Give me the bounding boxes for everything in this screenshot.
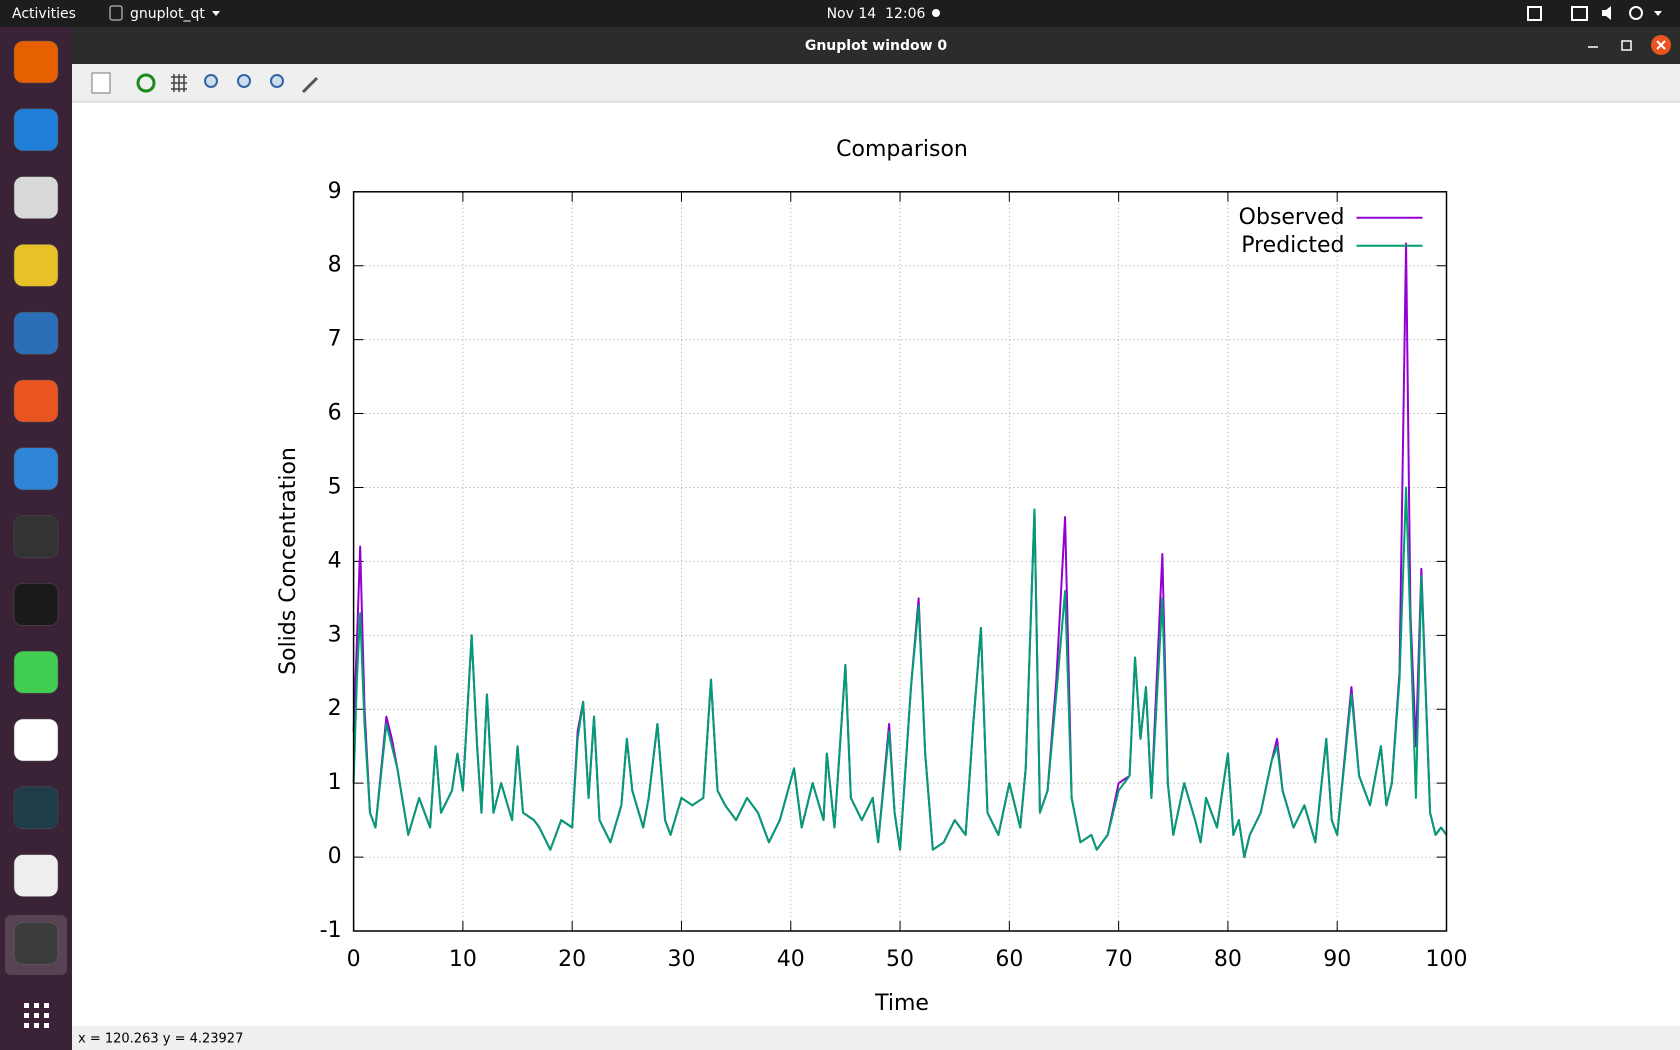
- network-icon[interactable]: [1571, 6, 1588, 21]
- settings-icon: [301, 76, 319, 94]
- y-tick-label: 8: [328, 253, 342, 278]
- zoom-icon: [237, 74, 251, 88]
- show-apps-button[interactable]: [14, 996, 58, 1036]
- y-tick-label: 3: [328, 622, 342, 647]
- toolbar-button[interactable]: [237, 74, 251, 88]
- show-apps-dot: [34, 1013, 39, 1018]
- toolbar-buttons: [91, 72, 319, 94]
- series-line: [352, 486, 1448, 859]
- app-icon: [109, 5, 123, 21]
- x-tick-label: 80: [1214, 947, 1242, 972]
- x-tick-label: 20: [558, 947, 586, 972]
- zoom-icon: [204, 74, 218, 88]
- close-icon: [1656, 40, 1666, 50]
- dock-app-icon[interactable]: [13, 40, 59, 84]
- plot-border: [352, 191, 1448, 932]
- dock-app-icon[interactable]: [13, 786, 59, 830]
- x-axis-label: Time: [874, 991, 929, 1016]
- toolbar: [72, 64, 1680, 102]
- show-apps-dot: [24, 1023, 29, 1028]
- x-tick-label: 100: [1426, 947, 1468, 972]
- dock-app-icon[interactable]: [13, 515, 59, 558]
- y-tick-label: -1: [320, 918, 342, 943]
- toolbar-button[interactable]: [301, 76, 319, 94]
- y-tick-label: 5: [328, 474, 342, 499]
- status-bar: [72, 1026, 1680, 1050]
- y-tick-label: 9: [328, 179, 342, 204]
- clock[interactable]: Nov 14 12:06: [827, 6, 926, 22]
- top-bar: [0, 0, 1680, 27]
- y-tick-label: 7: [328, 327, 342, 352]
- volume-icon[interactable]: [1602, 6, 1611, 20]
- zoom-icon: [270, 74, 284, 88]
- toolbar-button[interactable]: [171, 74, 187, 92]
- dock-active-highlight: [5, 915, 67, 975]
- dock-app-icon[interactable]: [13, 311, 59, 355]
- toolbar-button[interactable]: [270, 74, 284, 88]
- x-tick-label: 90: [1323, 947, 1351, 972]
- window-title: Gnuplot window 0: [805, 38, 948, 54]
- chart-title: Comparison: [836, 137, 968, 162]
- show-apps-dot: [34, 1023, 39, 1028]
- x-tick-label: 30: [667, 947, 695, 972]
- y-axis-label: Solids Concentration: [276, 447, 301, 675]
- dock-app-icon[interactable]: [13, 108, 59, 152]
- y-tick-label: 1: [328, 770, 342, 795]
- power-icon[interactable]: [1629, 6, 1643, 20]
- show-apps-dot: [24, 1003, 29, 1008]
- y-tick-label: 4: [328, 548, 342, 573]
- title-bar: [72, 27, 1680, 64]
- show-apps-dot: [24, 1013, 29, 1018]
- toolbar-button[interactable]: [204, 74, 218, 88]
- dock-app-icon[interactable]: [13, 176, 59, 219]
- dock-app-icon[interactable]: [13, 379, 59, 423]
- x-tick-label: 70: [1105, 947, 1133, 972]
- dock-app-icon[interactable]: [13, 650, 59, 694]
- toolbar-button[interactable]: [136, 73, 156, 93]
- activities-button[interactable]: Activities: [12, 6, 76, 22]
- maximize-button[interactable]: [1621, 40, 1632, 51]
- show-apps-dot: [34, 1003, 39, 1008]
- dock-app-icon[interactable]: [13, 854, 59, 897]
- export-icon: [91, 72, 111, 94]
- y-tick-label: 6: [328, 401, 342, 426]
- show-apps-dot: [44, 1003, 49, 1008]
- show-apps-dot: [44, 1013, 49, 1018]
- status-text: x = 120.263 y = 4.23927: [78, 1032, 243, 1047]
- series-line: [352, 242, 1448, 859]
- plot: Comparison Time Solids Concentration -10…: [276, 137, 1468, 1016]
- app-menu-arrow: [212, 11, 220, 16]
- grid-icon: [171, 74, 187, 92]
- x-tick-label: 0: [347, 947, 361, 972]
- x-tick-label: 10: [449, 947, 477, 972]
- y-tick-label: 2: [328, 696, 342, 721]
- tray-icon[interactable]: [1527, 6, 1542, 21]
- system-menu-arrow[interactable]: [1654, 11, 1662, 16]
- dock-app-icon[interactable]: [13, 718, 59, 762]
- dock-app-icon[interactable]: [13, 447, 59, 491]
- toolbar-button[interactable]: [91, 72, 111, 94]
- dock-app-icon[interactable]: [13, 583, 59, 626]
- notification-dot: [932, 9, 940, 17]
- x-tick-label: 40: [777, 947, 805, 972]
- replot-icon: [136, 73, 156, 93]
- legend-label: Observed: [1239, 205, 1345, 230]
- y-tick-label: 0: [328, 844, 342, 869]
- dock-icons: [5, 40, 67, 1036]
- dock-app-icon[interactable]: [13, 244, 59, 287]
- dock-app-icon[interactable]: [13, 922, 59, 965]
- show-apps-dot: [44, 1023, 49, 1028]
- x-tick-label: 60: [995, 947, 1023, 972]
- x-tick-label: 50: [886, 947, 914, 972]
- app-menu[interactable]: gnuplot_qt: [130, 6, 205, 22]
- legend-label: Predicted: [1241, 233, 1344, 258]
